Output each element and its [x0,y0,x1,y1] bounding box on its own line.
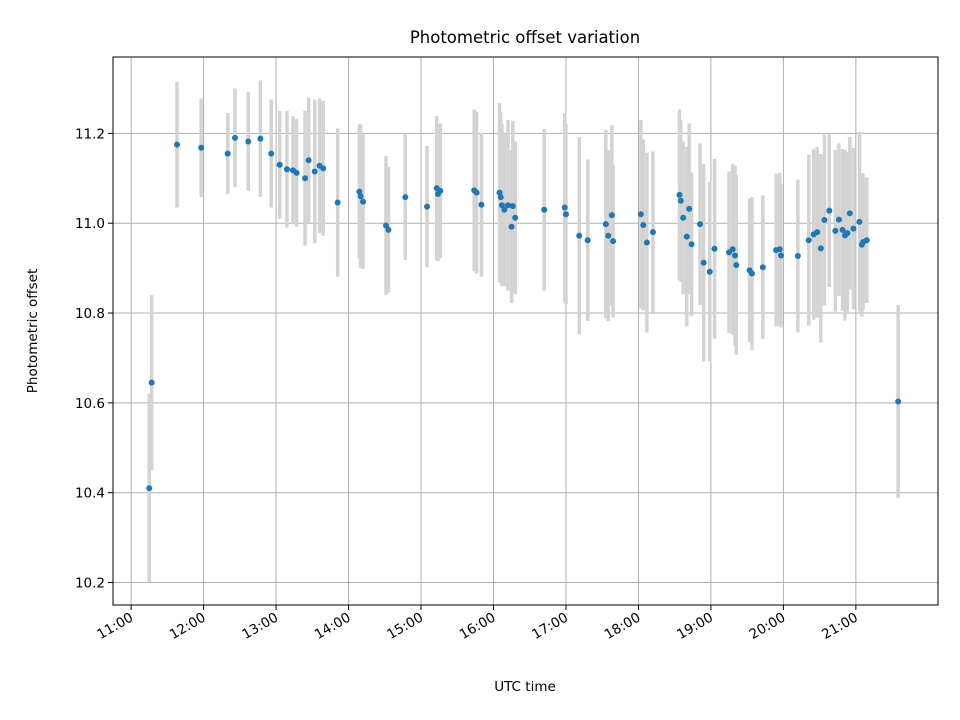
data-point [805,237,812,244]
data-point [686,205,693,212]
data-point [541,206,548,213]
y-tick-label: 11.0 [75,216,105,232]
data-point [245,138,252,145]
data-point [814,229,821,236]
data-point [640,221,647,228]
data-point [231,134,238,141]
data-points [146,134,902,492]
data-point [509,203,516,210]
x-axis-label: UTC time [494,679,556,695]
data-point [676,191,683,198]
data-point [832,227,839,234]
data-point [732,252,739,259]
data-point [643,239,650,246]
data-point [356,188,363,195]
data-point [835,216,842,223]
data-point [402,194,409,201]
data-point [688,241,695,248]
data-point [576,232,583,239]
data-point [850,225,857,232]
y-tick-label: 10.8 [75,306,105,322]
data-point [697,221,704,228]
data-point [497,194,504,201]
data-point [320,165,327,172]
y-axis-label: Photometric offset [25,269,41,393]
data-point [821,217,828,224]
data-point [305,157,312,164]
data-point [174,141,181,148]
data-point [637,211,644,218]
data-point [357,193,364,200]
chart-title: Photometric offset variation [410,28,640,47]
data-point [148,379,155,386]
data-point [268,150,275,157]
data-point [608,212,615,219]
data-point [839,226,846,233]
data-point [729,246,736,253]
data-point [863,237,870,244]
data-point [826,207,833,214]
data-point [437,187,444,194]
data-point [382,222,389,229]
data-point [334,199,341,206]
data-point [276,161,283,168]
y-tick-label: 10.6 [75,396,105,412]
data-point [649,229,656,236]
grid [113,57,938,605]
data-point [817,245,824,252]
data-point [424,203,431,210]
data-point [498,202,505,209]
data-point [257,135,264,142]
data-point [512,214,519,221]
y-tick-label: 11.2 [75,126,105,142]
data-point [198,144,205,151]
data-point [478,201,485,208]
data-point [680,214,687,221]
data-point [283,166,290,173]
plot-frame [112,56,939,606]
data-point [605,232,612,239]
data-point [496,189,503,196]
data-point [562,211,569,218]
data-point [777,252,784,259]
data-point [711,245,718,252]
data-point [311,168,318,175]
y-tick-label: 10.2 [75,576,105,592]
data-point [683,233,690,240]
data-point [706,268,713,275]
data-point [677,197,684,204]
data-point [584,237,591,244]
data-point [895,398,902,405]
data-point [473,189,480,196]
data-point [508,223,515,230]
y-axis-ticks: 10.2 10.4 10.6 10.8 11.0 11.2 [75,126,113,592]
data-point [224,150,231,157]
data-point [794,252,801,259]
data-point [561,204,568,211]
data-point [776,246,783,253]
data-point [501,206,508,213]
data-point [504,202,511,209]
data-point [302,175,309,182]
data-point [610,238,617,245]
data-point [146,485,153,492]
data-point [293,169,300,176]
y-tick-label: 10.4 [75,486,105,502]
data-point [360,198,367,205]
data-point [700,259,707,266]
data-point [856,218,863,225]
data-point [602,221,609,228]
data-point [844,230,851,237]
data-point [759,264,766,271]
data-point [846,210,853,217]
data-point [733,261,740,268]
data-point [748,270,755,277]
data-point [385,226,392,233]
